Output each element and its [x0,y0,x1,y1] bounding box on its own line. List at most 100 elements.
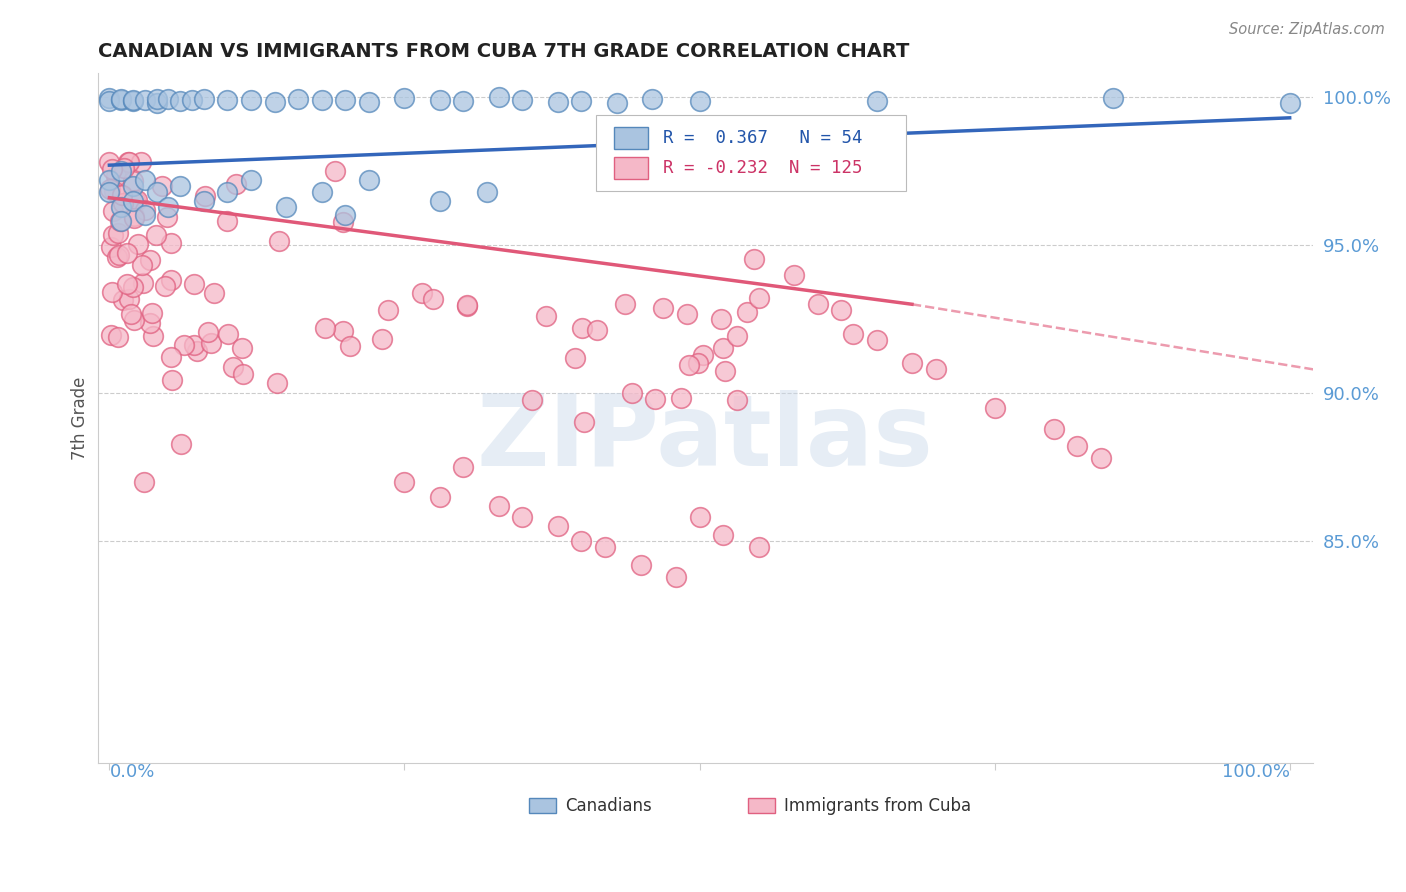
Point [217,213,239,227]
Point [141,305,163,319]
Point [111,293,134,307]
Point [429,194,451,208]
Point [585,323,607,337]
Point [100,328,122,343]
Point [547,95,569,110]
Point [100,239,122,253]
Point [621,385,644,400]
Text: 0.0%: 0.0% [110,763,155,781]
Point [159,351,181,365]
Point [103,204,125,219]
Point [105,250,128,264]
Point [183,338,205,352]
Point [606,96,628,111]
Text: ZIPatlas: ZIPatlas [477,391,934,487]
Point [901,356,924,370]
Point [422,292,444,306]
Point [122,194,145,208]
Point [110,93,132,107]
Point [115,277,138,291]
Point [160,372,183,386]
Point [630,558,652,572]
Point [574,415,596,429]
Point [314,321,336,335]
Point [217,94,239,108]
Point [107,330,129,344]
Y-axis label: 7th Grade: 7th Grade [72,376,89,460]
Point [111,188,134,202]
Point [842,326,865,341]
Point [983,401,1005,415]
Point [98,173,121,187]
Point [1042,421,1064,435]
Point [711,528,734,542]
Point [98,185,121,199]
Point [571,534,593,549]
Point [200,336,222,351]
Point [456,298,478,312]
Point [122,93,145,107]
Point [153,278,176,293]
Point [323,164,346,178]
Point [1090,451,1112,466]
Point [710,312,733,326]
Point [193,194,215,208]
Point [197,325,219,339]
Point [475,185,498,199]
Point [122,209,145,223]
Point [267,234,290,248]
Text: R = -0.232  N = 125: R = -0.232 N = 125 [662,159,862,177]
Point [311,93,333,107]
Point [453,94,475,108]
Point [121,174,143,188]
Point [193,92,215,106]
Point [394,90,416,104]
Point [112,161,135,175]
Point [231,342,253,356]
Point [924,362,946,376]
Bar [614,157,648,179]
Point [725,328,748,343]
Point [571,94,593,108]
Point [276,200,298,214]
Point [689,94,711,108]
Point [105,169,128,183]
Point [169,178,191,193]
Bar [748,798,775,814]
Point [181,93,204,107]
Point [240,173,263,187]
Point [110,214,132,228]
Text: R =  0.367   N = 54: R = 0.367 N = 54 [662,128,862,146]
Point [1066,439,1088,453]
Point [830,303,852,318]
Point [735,305,758,319]
Point [232,368,254,382]
Point [122,94,145,108]
Bar [529,798,555,814]
Point [429,93,451,107]
Point [748,540,770,554]
Point [411,285,433,300]
Point [714,364,737,378]
Point [522,393,544,408]
Text: Canadians: Canadians [565,797,652,814]
Text: CANADIAN VS IMMIGRANTS FROM CUBA 7TH GRADE CORRELATION CHART: CANADIAN VS IMMIGRANTS FROM CUBA 7TH GRA… [97,42,908,61]
Point [488,499,510,513]
Point [122,211,145,226]
Point [108,214,131,228]
Point [689,510,711,524]
Point [429,490,451,504]
FancyBboxPatch shape [596,115,905,191]
Point [118,292,141,306]
Point [1278,95,1301,110]
Point [110,164,132,178]
Point [742,252,765,267]
Point [748,291,770,305]
Point [202,286,225,301]
Point [129,155,152,169]
Point [134,203,156,218]
Point [669,391,692,405]
Point [335,93,357,107]
Point [101,161,124,176]
Point [711,341,734,355]
